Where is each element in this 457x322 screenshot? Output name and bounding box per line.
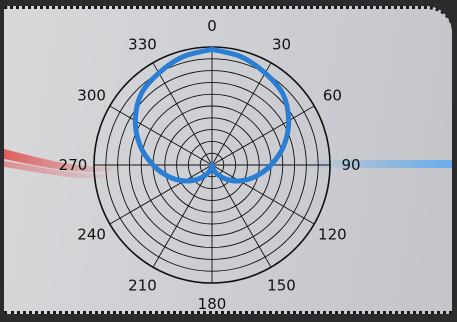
glow-streak-left-2	[4, 161, 122, 179]
angle-label-180: 180	[198, 295, 227, 313]
angle-label-210: 210	[128, 276, 157, 294]
angle-label-270: 270	[59, 156, 88, 174]
angle-label-240: 240	[77, 226, 106, 244]
angle-label-0: 0	[207, 17, 217, 35]
angle-label-120: 120	[318, 226, 347, 244]
spoke-30	[211, 62, 272, 166]
spoke-150	[211, 164, 272, 268]
angle-label-150: 150	[267, 276, 296, 294]
spoke-240	[109, 164, 213, 225]
angle-label-30: 30	[272, 36, 291, 54]
polar-chart: 0 30 60 90 120 150 180 210 240 270 300 330	[4, 17, 452, 313]
glow-streak-right	[304, 160, 452, 168]
angle-label-330: 330	[128, 36, 157, 54]
angle-tick-labels: 0 30 60 90 120 150 180 210 240 270 300 330	[59, 17, 361, 313]
spoke-120	[211, 164, 315, 225]
angle-label-90: 90	[341, 156, 360, 174]
chart-panel: 0 30 60 90 120 150 180 210 240 270 300 330	[4, 6, 452, 314]
series-group	[132, 46, 292, 184]
spoke-300	[109, 105, 213, 166]
glow-streak-left	[4, 149, 124, 172]
spoke-210	[152, 164, 213, 268]
spoke-330	[152, 62, 213, 166]
angle-label-60: 60	[323, 87, 342, 105]
polar-grid	[93, 46, 331, 284]
angle-label-300: 300	[77, 87, 106, 105]
spoke-60	[211, 105, 315, 166]
